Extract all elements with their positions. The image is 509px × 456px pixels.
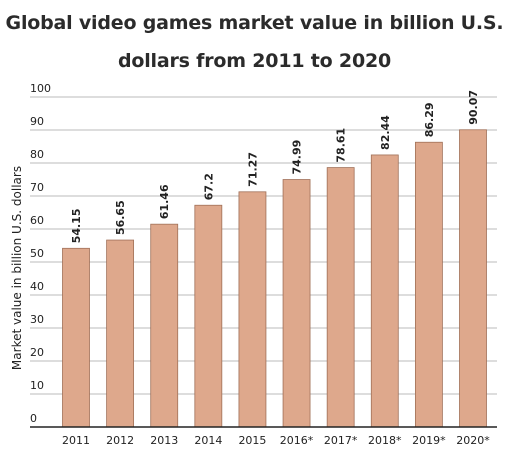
data-label: 86.29	[423, 102, 436, 137]
y-tick-label: 60	[30, 214, 44, 227]
x-tick-label: 2011	[62, 434, 90, 447]
data-label: 61.46	[158, 184, 171, 219]
data-label: 71.27	[246, 152, 259, 187]
bar-2013	[150, 223, 179, 428]
data-label: 56.65	[114, 200, 127, 235]
bar-2012	[106, 239, 135, 428]
chart-title-line-1: Global video games market value in billi…	[5, 12, 504, 34]
y-tick-label: 20	[30, 346, 44, 359]
data-label: 90.07	[467, 90, 480, 125]
bar-2018	[370, 154, 399, 428]
x-axis-ticks: 2011 2012 2013 2014 2015 2016* 2017* 2018* 2019*…	[62, 434, 490, 447]
bars	[62, 129, 487, 428]
y-tick-label: 100	[30, 82, 51, 95]
x-tick-label: 2012	[106, 434, 134, 447]
data-labels: 54.15 56.65 61.46 67.2 71.27 74.99 78.61 82.44 8…	[70, 90, 480, 243]
data-label: 54.15	[70, 209, 83, 244]
bar-2019	[414, 141, 443, 428]
x-tick-label: 2020*	[456, 434, 490, 447]
y-tick-label: 50	[30, 247, 44, 260]
chart-title-line-2: dollars from 2011 to 2020	[117, 50, 392, 72]
y-tick-label: 40	[30, 280, 44, 293]
data-label: 67.2	[202, 173, 215, 200]
x-tick-label: 2014	[194, 434, 222, 447]
y-tick-label: 80	[30, 148, 44, 161]
chart-title: Global video games market value in billi…	[0, 4, 509, 80]
bar-2020	[459, 129, 487, 428]
y-tick-label: 70	[30, 181, 44, 194]
y-tick-label: 30	[30, 313, 44, 326]
x-tick-label: 2017*	[324, 434, 358, 447]
x-tick-label: 2015	[238, 434, 266, 447]
y-tick-label: 10	[30, 379, 44, 392]
data-label: 78.61	[335, 128, 348, 163]
y-tick-label: 0	[30, 412, 37, 425]
bar-2014	[194, 204, 223, 428]
x-tick-label: 2013	[150, 434, 178, 447]
bar-2016	[282, 179, 311, 428]
y-axis-ticks: 0 10 20 30 40 50 60 70 80 90 100	[30, 82, 51, 425]
y-tick-label: 90	[30, 115, 44, 128]
x-tick-label: 2019*	[412, 434, 446, 447]
bar-2017	[326, 167, 355, 428]
bar-2011	[62, 247, 90, 428]
data-label: 82.44	[379, 115, 392, 150]
y-axis-title: Market value in billion U.S. dollars	[10, 166, 24, 370]
bar-2015	[238, 191, 267, 428]
data-label: 74.99	[291, 140, 304, 175]
x-tick-label: 2016*	[280, 434, 314, 447]
x-tick-label: 2018*	[368, 434, 402, 447]
